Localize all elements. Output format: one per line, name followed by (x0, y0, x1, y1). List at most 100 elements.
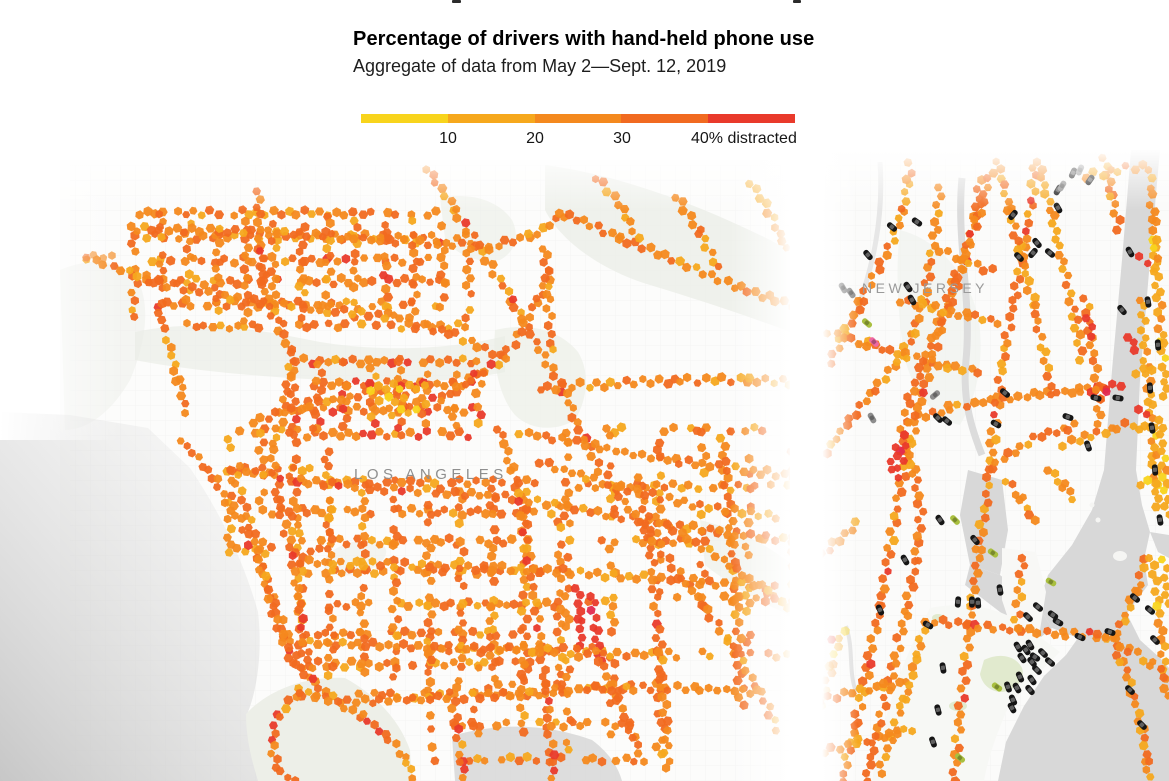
car-icon (867, 412, 877, 424)
car-icon (1144, 296, 1152, 308)
car-icon (939, 662, 947, 674)
car-icon (1032, 237, 1042, 249)
car-icon (969, 596, 975, 608)
car-icon (1148, 422, 1156, 434)
car-icon (1014, 252, 1024, 262)
car-icon (1112, 394, 1124, 402)
car-icon (1027, 656, 1037, 668)
car-icon (1032, 602, 1044, 612)
car-icon (1028, 247, 1038, 259)
car-icon (950, 515, 960, 525)
car-icon (974, 597, 982, 609)
legend-segment-5 (708, 114, 795, 123)
car-icon (990, 419, 1002, 429)
staten-island-greenbelt-park (980, 655, 1023, 692)
legend-tick: 30 (613, 130, 631, 147)
car-icon (1062, 413, 1074, 421)
east-river-mouth (1150, 532, 1169, 558)
car-icon (1032, 665, 1042, 675)
bayonne-peninsula (1002, 548, 1046, 636)
car-icon (1137, 720, 1147, 730)
car-icon (933, 413, 943, 423)
car-icon (863, 249, 873, 261)
car-icon (1151, 464, 1159, 476)
los-angeles-label: LOS ANGELES (354, 466, 508, 483)
car-icon (954, 753, 966, 763)
la-distraction-dots (82, 165, 802, 781)
car-icon (1027, 674, 1037, 686)
car-icon (875, 604, 885, 616)
legend-tick: 10 (439, 130, 457, 147)
car-icon (1045, 577, 1057, 587)
car-icon (1156, 514, 1164, 526)
liberty-island (1095, 517, 1101, 523)
chart-title: Percentage of drivers with hand-held pho… (353, 28, 815, 50)
car-icon (935, 514, 945, 526)
car-icon (999, 388, 1011, 398)
car-icon (934, 704, 942, 716)
car-icon (1104, 628, 1116, 636)
legend-tick: 20 (526, 130, 544, 147)
la-terrain-griffith (494, 326, 586, 428)
car-icon (987, 548, 999, 558)
legend-segment-1 (361, 114, 448, 123)
car-icon (911, 217, 923, 227)
upper-bay (1038, 470, 1150, 640)
car-icon (1044, 657, 1056, 667)
car-icon (1084, 440, 1092, 452)
car-icon (1004, 681, 1012, 693)
car-icon (1025, 684, 1035, 696)
car-icon (1125, 246, 1135, 258)
cropped-text-fragment (793, 0, 801, 3)
car-icon (1052, 617, 1064, 627)
car-icon (1013, 641, 1023, 653)
lower-bay (998, 616, 1169, 781)
car-icon (1017, 652, 1027, 664)
car-icon (1074, 632, 1086, 642)
car-icon (1154, 339, 1162, 351)
car-icon (869, 337, 879, 347)
legend-tick: 40% distracted (691, 130, 797, 147)
map-gap (790, 150, 822, 781)
car-icon (929, 390, 941, 400)
car-icon (1023, 612, 1033, 622)
car-icon (1090, 394, 1102, 402)
car-icon (1117, 304, 1127, 316)
legend-tick-labels: 10 20 30 40% distracted (361, 130, 797, 150)
car-icon (1047, 610, 1059, 620)
chart-header: Percentage of drivers with hand-held pho… (353, 28, 873, 77)
hackensack-river (957, 177, 986, 457)
car-icon (861, 318, 873, 328)
car-icon (1146, 382, 1154, 394)
new-jersey-label: NEW JERSEY (862, 280, 989, 296)
pacific-ocean (0, 412, 269, 781)
car-icon (1008, 694, 1018, 706)
car-icon (1038, 648, 1048, 658)
car-icon (941, 416, 953, 426)
legend-segment-3 (534, 114, 622, 123)
legend-segment-2 (447, 114, 535, 123)
car-icon (954, 596, 962, 608)
car-icon (900, 554, 910, 566)
car-icon (1025, 639, 1035, 651)
la-harbor-water (452, 726, 622, 781)
car-icon (1125, 685, 1135, 695)
car-icon (1144, 605, 1156, 615)
ellis-island (1089, 502, 1095, 508)
car-icon (1150, 635, 1160, 645)
car-icon (922, 620, 934, 630)
car-icon (1007, 702, 1017, 714)
car-icon (1012, 682, 1022, 694)
car-icon (903, 281, 913, 293)
governors-island (1113, 551, 1127, 561)
la-terrain-santa-monica-mtns (135, 325, 505, 382)
car-icon (1008, 209, 1018, 221)
color-legend: 10 20 30 40% distracted (361, 114, 797, 150)
cropped-text-fragment (452, 0, 461, 3)
car-icon (970, 534, 980, 546)
car-icon (991, 682, 1003, 692)
car-icon (929, 736, 937, 748)
top-fade (0, 148, 1169, 210)
car-icon (1015, 671, 1025, 683)
chart-subtitle: Aggregate of data from May 2—Sept. 12, 2… (353, 56, 727, 76)
